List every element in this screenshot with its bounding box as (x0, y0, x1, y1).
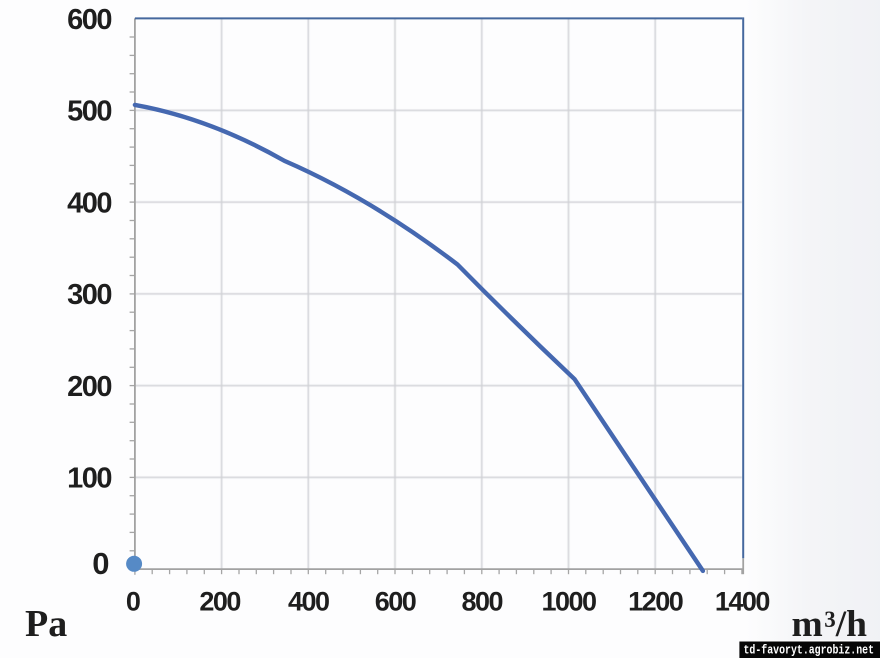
svg-text:600: 600 (67, 4, 111, 36)
svg-text:1000: 1000 (541, 587, 596, 617)
svg-text:400: 400 (288, 587, 329, 617)
svg-text:400: 400 (67, 187, 111, 219)
svg-text:1400: 1400 (715, 587, 770, 617)
svg-text:0: 0 (126, 587, 140, 617)
svg-text:1200: 1200 (628, 587, 683, 617)
svg-text:0: 0 (92, 546, 108, 581)
svg-text:Pa: Pa (25, 603, 67, 645)
svg-text:200: 200 (199, 587, 240, 617)
svg-text:td-favoryt.agrobiz.net: td-favoryt.agrobiz.net (744, 643, 875, 657)
svg-text:200: 200 (67, 371, 111, 403)
svg-text:300: 300 (67, 279, 111, 311)
svg-text:600: 600 (375, 587, 416, 617)
svg-text:500: 500 (67, 96, 111, 128)
svg-text:100: 100 (67, 463, 111, 495)
svg-text:800: 800 (462, 587, 503, 617)
